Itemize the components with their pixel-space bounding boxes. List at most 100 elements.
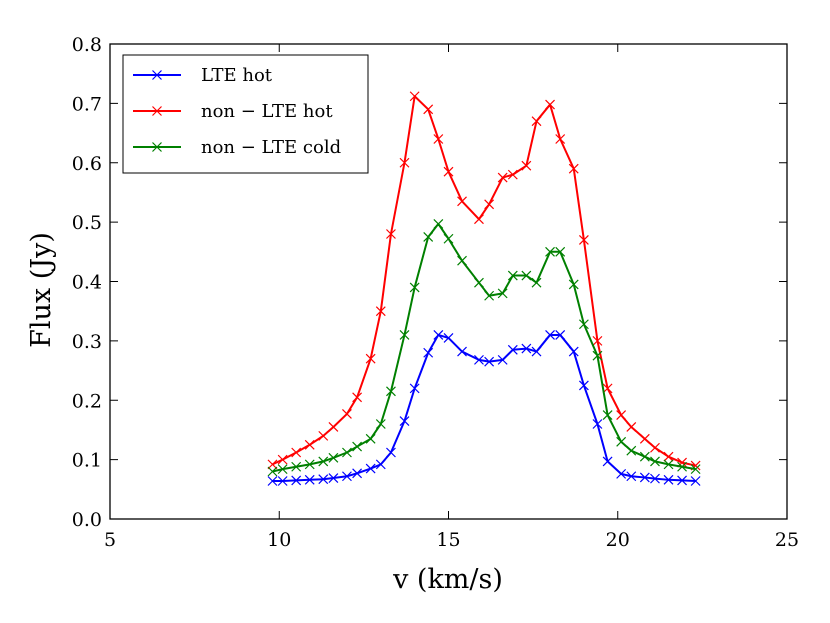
data-point-marker [267, 459, 278, 470]
data-point-marker [484, 290, 495, 301]
legend-marker [152, 70, 162, 80]
series-2 [267, 91, 701, 471]
data-point-marker [592, 335, 603, 346]
x-tick-label: 20 [606, 529, 630, 551]
data-point-marker [304, 474, 315, 485]
data-point-marker [352, 468, 363, 479]
data-point-marker [568, 279, 579, 290]
data-point-marker [602, 410, 613, 421]
data-point-marker [690, 476, 701, 486]
data-point-marker [409, 91, 420, 102]
data-point-marker [386, 229, 396, 239]
data-point-marker [578, 319, 589, 330]
data-point-marker [545, 246, 555, 257]
data-point-marker [386, 447, 396, 458]
data-point-marker [457, 255, 467, 266]
x-tick-label: 25 [775, 529, 799, 551]
data-point-marker [626, 422, 637, 432]
data-point-marker [639, 433, 650, 444]
data-point-marker [568, 346, 579, 357]
data-point-marker [365, 433, 376, 444]
data-point-marker [443, 233, 454, 244]
series-3 [267, 218, 701, 477]
data-point-marker [639, 451, 650, 462]
legend: LTE hot non − LTE hot non − LTE cold [122, 54, 369, 174]
data-point-marker [545, 330, 555, 340]
data-point-marker [375, 306, 386, 317]
data-point-marker [433, 134, 444, 144]
data-point-marker [602, 456, 613, 467]
data-point-marker [365, 463, 376, 474]
data-point-marker [318, 456, 329, 467]
series-line [272, 222, 696, 473]
data-point-marker [677, 475, 687, 486]
data-point-marker [342, 408, 352, 419]
data-point-marker [277, 454, 288, 465]
data-point-marker [267, 476, 278, 486]
data-point-marker [457, 196, 467, 207]
data-point-marker [342, 447, 352, 458]
data-point-marker [626, 471, 637, 482]
data-point-marker [386, 386, 396, 397]
series-line [272, 333, 696, 482]
data-point-marker [399, 330, 410, 340]
legend-entry: LTE hot [133, 65, 273, 86]
y-tick-label: 0.4 [72, 272, 102, 294]
data-point-marker [423, 232, 434, 242]
legend-label: LTE hot [201, 65, 273, 86]
data-point-marker [592, 419, 603, 429]
data-point-marker [663, 451, 674, 462]
data-point-marker [277, 476, 288, 486]
data-point-marker [616, 468, 627, 479]
x-tick-label: 5 [104, 529, 116, 551]
data-point-marker [328, 452, 339, 463]
legend-label: non − LTE hot [201, 101, 333, 122]
data-point-marker [291, 475, 302, 486]
data-point-marker [409, 282, 420, 293]
data-point-marker [531, 116, 542, 127]
data-point-marker [352, 441, 363, 452]
data-point-marker [328, 422, 339, 432]
data-point-marker [484, 199, 495, 210]
data-point-marker [399, 416, 410, 426]
data-point-marker [616, 436, 627, 447]
data-point-marker [409, 383, 420, 394]
data-point-marker [352, 392, 363, 403]
data-point-marker [555, 134, 566, 144]
data-point-marker [531, 346, 542, 357]
data-point-marker [423, 347, 434, 358]
data-point-marker [375, 419, 386, 429]
data-point-marker [318, 474, 329, 485]
data-point-marker [433, 330, 444, 340]
data-point-marker [521, 270, 532, 281]
data-point-marker [443, 332, 454, 343]
legend-entry: non − LTE cold [133, 137, 341, 158]
y-axis-label: Flux (Jy) [26, 232, 57, 348]
data-point-marker [474, 277, 484, 288]
data-point-marker [291, 447, 302, 458]
data-point-marker [399, 157, 410, 168]
data-point-marker [474, 214, 484, 225]
x-tick-label: 15 [436, 529, 460, 551]
data-point-marker [484, 356, 495, 367]
legend-label: non − LTE cold [201, 137, 341, 158]
data-point-marker [650, 456, 660, 467]
data-point-marker [639, 472, 650, 483]
series-1 [267, 330, 701, 486]
data-point-marker [497, 354, 508, 365]
data-point-marker [690, 464, 701, 475]
data-point-marker [291, 461, 302, 472]
y-tick-label: 0.1 [72, 450, 102, 472]
y-tick-label: 0.0 [72, 509, 102, 531]
data-point-marker [497, 172, 508, 183]
data-point-marker [365, 353, 376, 364]
data-point-marker [531, 277, 542, 288]
data-point-marker [521, 160, 532, 171]
y-tick-label: 0.8 [72, 34, 102, 56]
data-point-marker [677, 461, 687, 472]
data-point-marker [507, 270, 518, 281]
data-point-marker [457, 346, 467, 357]
data-point-marker [663, 474, 674, 485]
data-point-marker [555, 330, 566, 340]
